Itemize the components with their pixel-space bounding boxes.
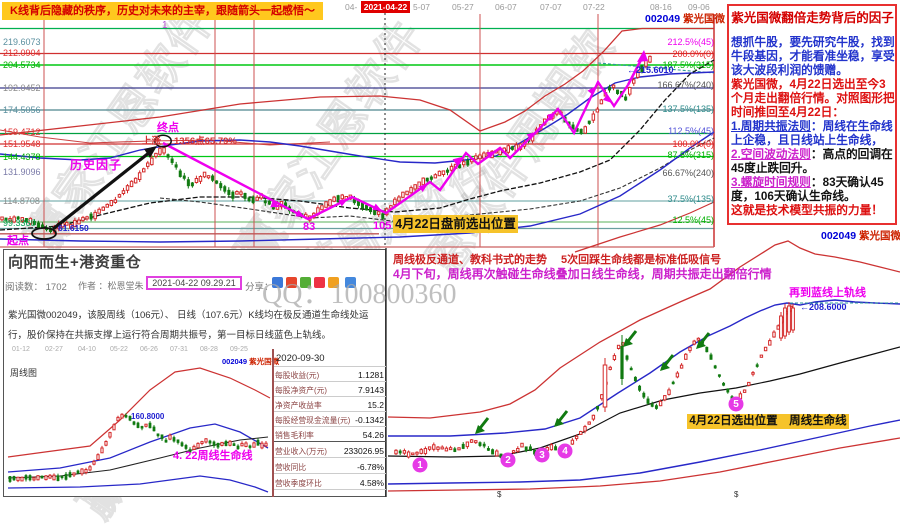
svg-text:4: 4 (562, 446, 568, 457)
svg-text:2: 2 (505, 455, 511, 466)
svg-text:3: 3 (539, 450, 545, 461)
svg-text:1: 1 (417, 460, 423, 471)
svg-text:5: 5 (733, 399, 739, 410)
